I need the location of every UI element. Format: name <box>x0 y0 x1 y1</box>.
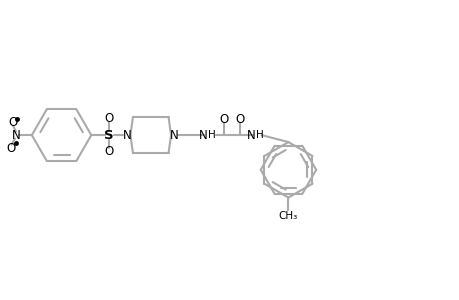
Text: O: O <box>104 146 113 158</box>
Text: H: H <box>256 130 263 140</box>
Text: N: N <box>11 129 20 142</box>
Text: H: H <box>208 130 215 140</box>
Text: O: O <box>104 112 113 125</box>
Text: N: N <box>246 129 255 142</box>
Text: O: O <box>235 113 244 126</box>
Text: O: O <box>219 113 228 126</box>
Text: CH₃: CH₃ <box>278 212 297 221</box>
Text: O: O <box>6 142 15 154</box>
Text: N: N <box>122 129 131 142</box>
Text: N: N <box>170 129 179 142</box>
Text: S: S <box>104 129 114 142</box>
Text: N: N <box>199 129 207 142</box>
Text: O: O <box>8 116 17 129</box>
